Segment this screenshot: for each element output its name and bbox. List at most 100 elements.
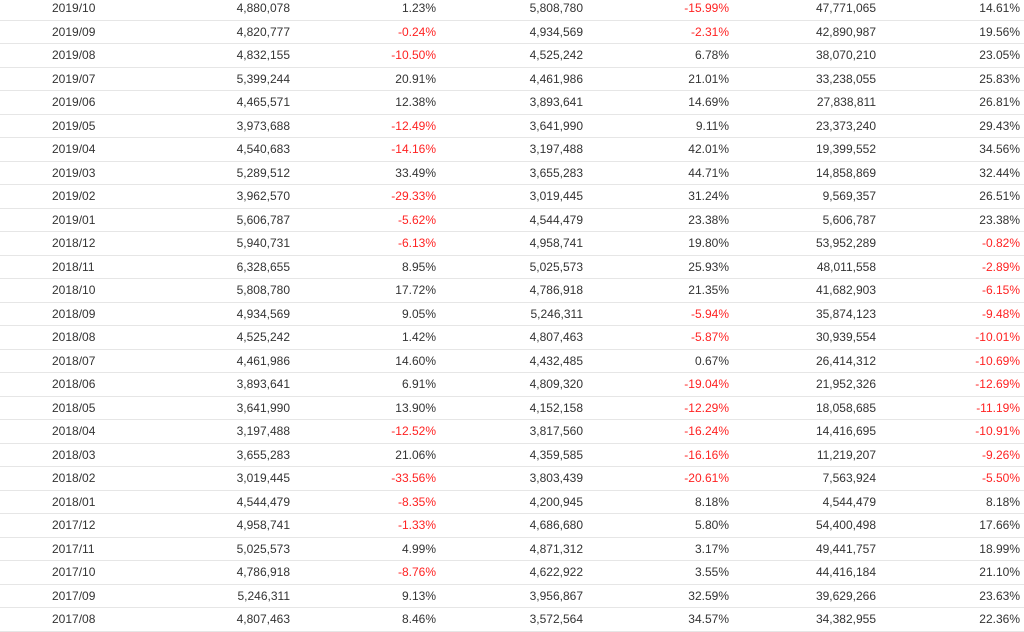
- value-1-cell: 6,328,655: [236, 259, 290, 274]
- percent-3-cell: -6.15%: [981, 283, 1020, 297]
- date-cell: 2019/02: [52, 189, 96, 203]
- value-2-cell: 4,786,918: [529, 283, 583, 297]
- percent-2-cell: -19.04%: [684, 377, 729, 391]
- value-1-cell: 4,958,741: [236, 518, 290, 532]
- table-row: 2018/08 4,525,242 1.42% 4,807,463 -5.87% 30,9…: [0, 326, 1024, 350]
- value-2-cell: 3,956,867: [529, 588, 583, 603]
- percent-1-cell: -10.50%: [391, 48, 436, 62]
- date-cell: 2019/03: [52, 165, 96, 180]
- value-2-cell: 4,871,312: [529, 541, 583, 556]
- value-2-cell: 5,025,573: [529, 259, 583, 274]
- value-3-cell: 14,858,869: [815, 165, 876, 180]
- percent-3-cell: -10.01%: [975, 330, 1020, 344]
- date-cell: 2019/07: [52, 71, 96, 86]
- table-row: 2017/12 4,958,741 -1.33% 4,686,680 5.80% 54,4…: [0, 514, 1024, 538]
- value-1-cell: 4,820,777: [236, 24, 290, 39]
- percent-1-cell: -12.49%: [391, 118, 436, 133]
- percent-3-cell: 23.05%: [979, 48, 1020, 62]
- percent-3-cell: 18.99%: [979, 541, 1020, 556]
- value-2-cell: 4,525,242: [529, 48, 583, 62]
- value-1-cell: 4,786,918: [236, 565, 290, 579]
- value-1-cell: 3,973,688: [236, 118, 290, 133]
- percent-2-cell: 34.57%: [688, 612, 729, 626]
- percent-3-cell: -5.50%: [981, 471, 1020, 485]
- value-3-cell: 48,011,558: [816, 259, 876, 274]
- value-3-cell: 5,606,787: [822, 212, 876, 227]
- percent-1-cell: 17.72%: [395, 283, 436, 297]
- value-1-cell: 3,893,641: [236, 377, 290, 391]
- percent-2-cell: 21.01%: [688, 71, 729, 86]
- percent-3-cell: 21.10%: [979, 565, 1020, 579]
- value-2-cell: 3,572,564: [529, 612, 583, 626]
- percent-3-cell: -2.89%: [981, 259, 1020, 274]
- value-3-cell: 9,569,357: [822, 189, 876, 203]
- value-2-cell: 5,246,311: [530, 306, 584, 321]
- value-1-cell: 4,525,242: [236, 330, 290, 344]
- percent-1-cell: -5.62%: [397, 212, 436, 227]
- value-2-cell: 3,893,641: [529, 95, 583, 109]
- date-cell: 2018/07: [52, 353, 96, 368]
- table-row: 2018/10 5,808,780 17.72% 4,786,918 21.35% 41,…: [0, 279, 1024, 303]
- value-3-cell: 35,874,123: [815, 306, 876, 321]
- value-1-cell: 4,807,463: [236, 612, 290, 626]
- percent-3-cell: -10.91%: [975, 424, 1020, 438]
- value-2-cell: 3,019,445: [529, 189, 583, 203]
- date-cell: 2018/10: [52, 283, 96, 297]
- value-3-cell: 30,939,554: [815, 330, 876, 344]
- table-row: 2018/07 4,461,986 14.60% 4,432,485 0.67% 26,4…: [0, 350, 1024, 373]
- percent-2-cell: 14.69%: [688, 95, 729, 109]
- value-1-cell: 5,025,573: [236, 541, 290, 556]
- percent-2-cell: 42.01%: [688, 142, 729, 156]
- percent-2-cell: 31.24%: [688, 189, 729, 203]
- value-3-cell: 14,416,695: [815, 424, 876, 438]
- percent-2-cell: -15.99%: [684, 1, 729, 15]
- value-3-cell: 34,382,955: [815, 612, 876, 626]
- value-2-cell: 4,152,158: [529, 400, 583, 415]
- percent-1-cell: 8.46%: [401, 612, 436, 626]
- value-1-cell: 5,246,311: [237, 588, 291, 603]
- percent-3-cell: -0.82%: [981, 236, 1020, 250]
- value-3-cell: 18,058,685: [815, 400, 876, 415]
- percent-1-cell: 12.38%: [395, 95, 436, 109]
- date-cell: 2018/02: [52, 471, 96, 485]
- table-row: 2017/10 4,786,918 -8.76% 4,622,922 3.55% 44,4…: [0, 561, 1024, 585]
- table-row: 2019/06 4,465,571 12.38% 3,893,641 14.69% 27,…: [0, 91, 1024, 115]
- table-row: 2018/02 3,019,445 -33.56% 3,803,439 -20.61% 7…: [0, 467, 1024, 491]
- date-cell: 2018/03: [52, 447, 96, 462]
- percent-1-cell: 8.95%: [401, 259, 436, 274]
- percent-1-cell: 1.23%: [401, 1, 436, 15]
- percent-3-cell: -9.48%: [981, 306, 1020, 321]
- date-cell: 2019/10: [52, 1, 96, 15]
- table-row: 2018/04 3,197,488 -12.52% 3,817,560 -16.24% 1…: [0, 420, 1024, 444]
- value-1-cell: 3,655,283: [236, 447, 290, 462]
- percent-3-cell: 8.18%: [985, 494, 1020, 509]
- percent-1-cell: 6.91%: [401, 377, 436, 391]
- value-2-cell: 4,809,320: [529, 377, 583, 391]
- value-3-cell: 27,838,811: [816, 95, 876, 109]
- percent-3-cell: 22.36%: [979, 612, 1020, 626]
- percent-1-cell: -29.33%: [391, 189, 436, 203]
- percent-2-cell: 44.71%: [688, 165, 729, 180]
- table-row: 2019/01 5,606,787 -5.62% 4,544,479 23.38% 5,6…: [0, 209, 1024, 232]
- percent-3-cell: 32.44%: [979, 165, 1020, 180]
- percent-1-cell: -8.76%: [397, 565, 436, 579]
- percent-2-cell: 5.80%: [694, 518, 729, 532]
- percent-1-cell: -14.16%: [391, 142, 436, 156]
- percent-3-cell: 23.63%: [979, 588, 1020, 603]
- table-row: 2018/06 3,893,641 6.91% 4,809,320 -19.04% 21,…: [0, 373, 1024, 397]
- percent-2-cell: 8.18%: [694, 494, 729, 509]
- value-3-cell: 4,544,479: [822, 494, 876, 509]
- percent-2-cell: -12.29%: [684, 400, 729, 415]
- value-3-cell: 47,771,065: [815, 1, 876, 15]
- value-2-cell: 4,200,945: [529, 494, 583, 509]
- percent-1-cell: 9.05%: [401, 306, 436, 321]
- value-2-cell: 4,432,485: [529, 353, 583, 368]
- date-cell: 2018/04: [52, 424, 96, 438]
- value-2-cell: 4,686,680: [529, 518, 583, 532]
- percent-2-cell: 21.35%: [688, 283, 729, 297]
- value-2-cell: 4,359,585: [529, 447, 583, 462]
- value-1-cell: 3,019,445: [236, 471, 290, 485]
- value-3-cell: 42,890,987: [815, 24, 876, 39]
- percent-1-cell: -12.52%: [391, 424, 436, 438]
